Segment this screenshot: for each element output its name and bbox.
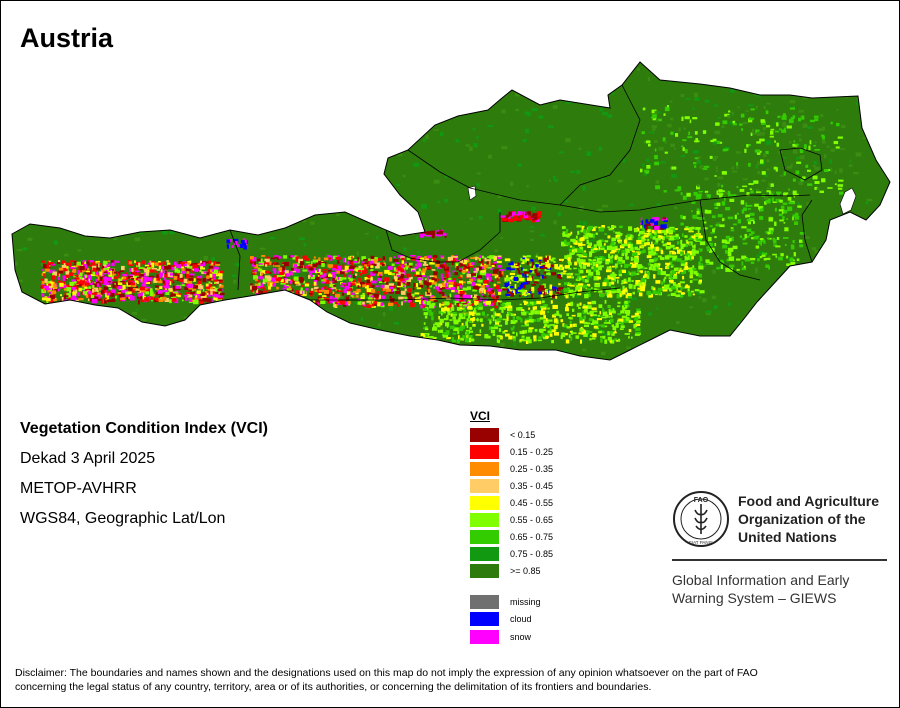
legend-extra-label: snow [510, 631, 532, 642]
legend-class-label: 0.15 - 0.25 [510, 446, 554, 457]
disclaimer-line1: Disclaimer: The boundaries and names sho… [15, 667, 758, 679]
vci-legend: VCI < 0.15 0.15 - 0.25 0.25 - 0.35 0.35 - 0… [470, 409, 553, 645]
legend-class-row: < 0.15 [470, 426, 553, 443]
giews-line2: Warning System – GIEWS [672, 590, 837, 606]
fao-logo-letters: FAO [694, 497, 709, 504]
legend-extra-swatch [470, 629, 499, 644]
legend-class-swatch [470, 513, 499, 528]
legend-class-label: >= 0.85 [510, 566, 541, 577]
legend-extra-label: missing [510, 597, 541, 608]
vci-raster [12, 62, 890, 360]
state-boundaries [229, 84, 823, 301]
legend-class-row: 0.45 - 0.55 [470, 494, 553, 511]
legend-class-label: 0.25 - 0.35 [510, 463, 554, 474]
legend-class-swatch [470, 427, 499, 442]
legend-class-row: 0.35 - 0.45 [470, 477, 553, 494]
giews-line1: Global Information and Early [672, 572, 850, 588]
fao-name-line1: Food and Agriculture [738, 493, 880, 509]
legend-extra-swatch [470, 595, 499, 610]
product-name: Vegetation Condition Index (VCI) [20, 420, 268, 437]
legend-extra-swatch [470, 612, 499, 627]
legend-classes: < 0.15 0.15 - 0.25 0.25 - 0.35 0.35 - 0.45 0… [470, 426, 553, 580]
fao-name-line3: United Nations [738, 529, 837, 545]
legend-class-swatch [470, 530, 499, 545]
legend-class-row: 0.25 - 0.35 [470, 460, 553, 477]
disclaimer: Disclaimer: The boundaries and names sho… [15, 666, 885, 694]
giews-name: Global Information and Early Warning Sys… [672, 571, 892, 607]
disclaimer-line2: concerning the legal status of any count… [15, 681, 652, 693]
legend-class-label: 0.35 - 0.45 [510, 480, 554, 491]
dekad-date: Dekad 3 April 2025 [20, 450, 156, 467]
legend-class-row: 0.15 - 0.25 [470, 443, 553, 460]
lake-neusiedl [839, 187, 857, 215]
legend-class-row: >= 0.85 [470, 563, 553, 580]
legend-class-swatch [470, 444, 499, 459]
lake-attersee [467, 185, 477, 201]
fao-logo-icon: FAO FIAT PANIS [673, 491, 729, 547]
legend-class-swatch [470, 547, 499, 562]
legend-class-label: 0.65 - 0.75 [510, 532, 554, 543]
legend-class-label: 0.75 - 0.85 [510, 549, 554, 560]
legend-class-swatch [470, 564, 499, 579]
map-info: Vegetation Condition Index (VCI) Dekad 3… [20, 414, 268, 534]
map-title: Austria [20, 23, 114, 53]
fao-logo-motto: FIAT PANIS [689, 540, 713, 545]
fao-name: Food and Agriculture Organization of the… [738, 492, 898, 546]
legend-extra-label: cloud [510, 614, 532, 625]
legend-extra-row: cloud [470, 611, 553, 628]
legend-class-row: 0.75 - 0.85 [470, 546, 553, 563]
legend-class-row: 0.65 - 0.75 [470, 529, 553, 546]
legend-extra: missing cloud snow [470, 594, 553, 645]
legend-class-label: 0.55 - 0.65 [510, 515, 554, 526]
legend-class-label: 0.45 - 0.55 [510, 497, 554, 508]
legend-class-swatch [470, 495, 499, 510]
sensor-name: METOP-AVHRR [20, 480, 137, 497]
legend-title: VCI [470, 409, 491, 423]
legend-class-label: < 0.15 [510, 429, 536, 440]
projection: WGS84, Geographic Lat/Lon [20, 510, 226, 527]
fao-name-line2: Organization of the [738, 511, 866, 527]
fao-divider [672, 559, 887, 561]
legend-extra-row: snow [470, 628, 553, 645]
legend-class-swatch [470, 461, 499, 476]
legend-class-row: 0.55 - 0.65 [470, 511, 553, 528]
legend-class-swatch [470, 478, 499, 493]
legend-extra-row: missing [470, 594, 553, 611]
austria-map: Austria [11, 23, 891, 361]
